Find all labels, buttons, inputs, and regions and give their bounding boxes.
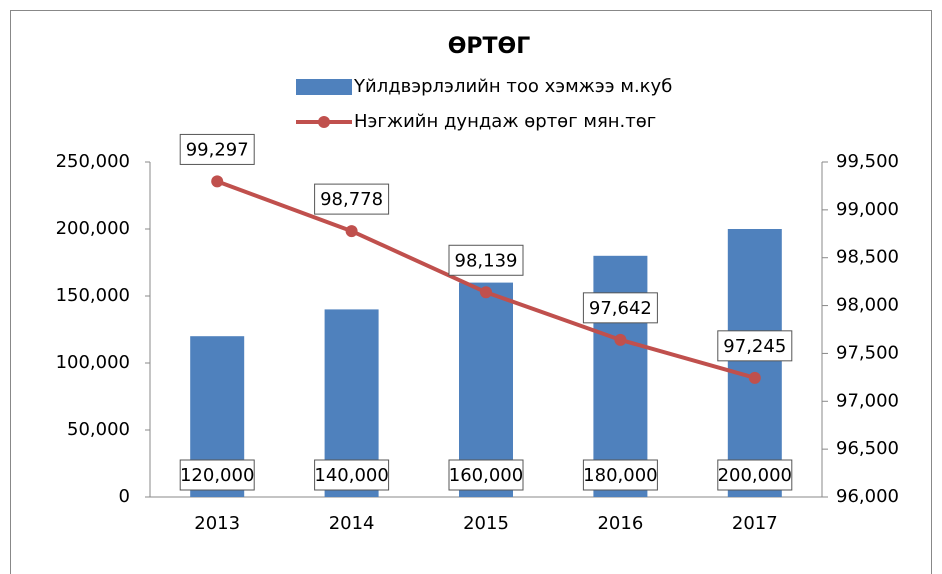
bar-value-label-box <box>717 459 793 491</box>
line-value-label-box <box>179 133 255 165</box>
bar-value-label: 200,000 <box>718 465 792 486</box>
line-marker <box>345 225 358 238</box>
line-value-label: 97,245 <box>723 336 786 357</box>
x-tick-label: 2014 <box>329 513 375 534</box>
line-value-label-box <box>717 330 793 362</box>
line-value-label-box <box>314 183 390 215</box>
y2-tick-label: 97,500 <box>836 342 899 363</box>
line-value-label-box <box>582 292 658 324</box>
y2-tick-label: 97,000 <box>836 390 899 411</box>
bar <box>727 229 782 497</box>
bar-value-label-box <box>179 459 255 491</box>
bar-value-label-box <box>448 459 524 491</box>
x-tick-label: 2013 <box>194 513 240 534</box>
y-tick-label: 150,000 <box>56 285 130 306</box>
bar-value-label-box <box>582 459 658 491</box>
bar-value-label-box <box>314 459 390 491</box>
x-tick-label: 2016 <box>597 513 643 534</box>
y2-tick-label: 99,000 <box>836 199 899 220</box>
y-tick-label: 50,000 <box>67 419 130 440</box>
legend-swatch <box>296 79 352 95</box>
line-marker <box>480 286 492 299</box>
x-tick-label: 2017 <box>732 513 778 534</box>
y-tick-label: 250,000 <box>56 151 130 172</box>
line-value-label: 98,778 <box>320 189 383 210</box>
y-tick-label: 100,000 <box>56 352 130 373</box>
bar-value-label: 120,000 <box>180 465 254 486</box>
bar-value-label: 140,000 <box>314 465 388 486</box>
bar-value-label: 180,000 <box>583 465 657 486</box>
line-value-label: 97,642 <box>589 298 652 319</box>
line-marker <box>748 371 761 384</box>
y2-tick-label: 99,500 <box>836 151 899 172</box>
line-value-label: 98,139 <box>455 250 518 271</box>
y2-tick-label: 98,500 <box>836 247 899 268</box>
line-marker <box>614 333 627 346</box>
chart-title: ӨРТӨГ <box>448 34 531 59</box>
line-marker <box>211 175 224 188</box>
legend-label: Нэгжийн дундаж өртөг мян.төг <box>354 111 656 132</box>
legend-label: Үйлдвэрлэлийн тоо хэмжээ м.куб <box>353 76 672 97</box>
bar-value-label: 160,000 <box>449 465 523 486</box>
line-value-label-box <box>448 244 524 276</box>
y2-tick-label: 96,500 <box>836 438 899 459</box>
y-tick-label: 0 <box>119 486 130 507</box>
y2-tick-label: 96,000 <box>836 486 899 507</box>
line-value-label: 99,297 <box>186 139 249 160</box>
y-tick-label: 200,000 <box>56 218 130 239</box>
y2-tick-label: 98,000 <box>836 295 899 316</box>
x-tick-label: 2015 <box>463 513 509 534</box>
legend-swatch-marker <box>318 116 330 128</box>
